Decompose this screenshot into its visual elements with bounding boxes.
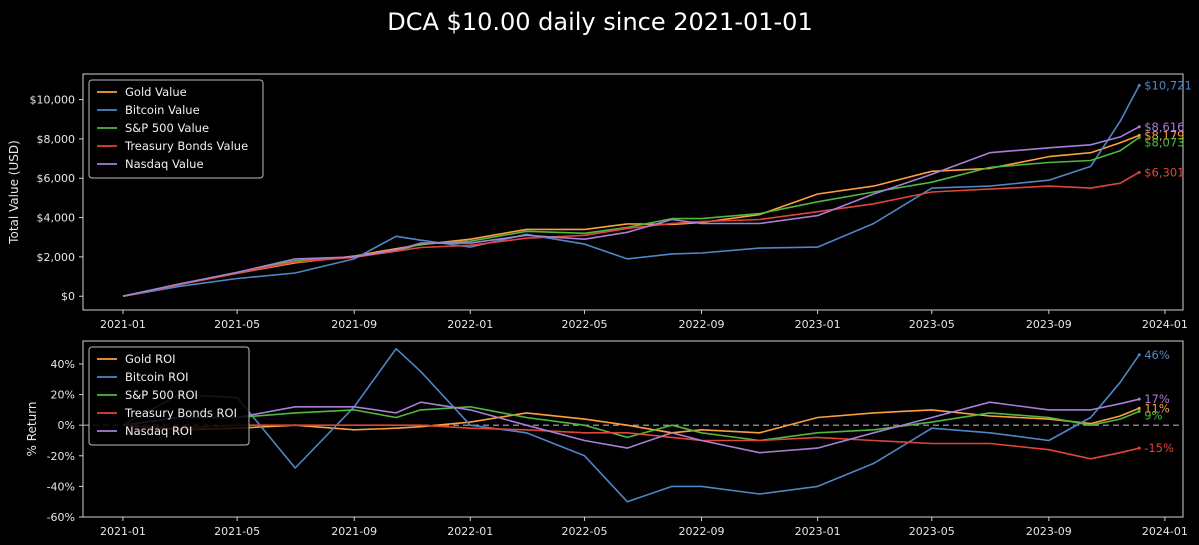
- series-end-point-gold: [1137, 406, 1141, 410]
- legend-label-nasdaq: Nasdaq Value: [125, 157, 204, 171]
- legend-label-treasury: Treasury Bonds ROI: [124, 406, 237, 420]
- x-tick-label: 2023-05: [909, 318, 955, 331]
- y-tick-label: 40%: [51, 358, 75, 371]
- series-end-point-gold: [1137, 133, 1141, 137]
- end-label-sp500: 9%: [1144, 408, 1162, 422]
- legend-box: [88, 346, 250, 446]
- x-tick-label: 2022-05: [561, 525, 607, 538]
- end-label-bitcoin: 46%: [1144, 348, 1170, 362]
- series-line-treasury: [122, 424, 1140, 460]
- end-label-sp500: $8,073: [1144, 135, 1184, 149]
- y-tick-label: 0%: [58, 419, 75, 432]
- series-line-bitcoin: [122, 347, 1140, 503]
- x-tick-label: 2021-09: [331, 525, 377, 538]
- legend-label-nasdaq: Nasdaq ROI: [125, 424, 192, 438]
- x-tick-label: 2023-01: [795, 318, 841, 331]
- end-label-treasury: $6,301: [1144, 165, 1184, 179]
- x-tick-label: 2021-09: [331, 318, 377, 331]
- legend-box: [88, 79, 264, 179]
- x-tick-label: 2023-09: [1026, 318, 1072, 331]
- legend-label-bitcoin: Bitcoin ROI: [125, 370, 189, 384]
- x-tick-label: 2023-01: [795, 525, 841, 538]
- series-end-point-bitcoin: [1137, 353, 1141, 357]
- x-tick-label: 2021-01: [100, 525, 146, 538]
- series-end-point-nasdaq: [1137, 397, 1141, 401]
- legend-label-gold: Gold Value: [125, 85, 187, 99]
- y-tick-label: $4,000: [37, 212, 76, 225]
- series-end-point-treasury: [1137, 446, 1141, 450]
- x-tick-label: 2021-05: [214, 525, 260, 538]
- x-tick-label: 2024-01: [1142, 318, 1188, 331]
- y-tick-label: -60%: [47, 511, 75, 524]
- series-end-point-nasdaq: [1137, 125, 1141, 129]
- axes-frame: [82, 340, 1184, 518]
- legend-label-bitcoin: Bitcoin Value: [125, 103, 200, 117]
- x-tick-label: 2022-05: [561, 318, 607, 331]
- x-tick-label: 2022-09: [679, 318, 725, 331]
- chart-title: DCA $10.00 daily since 2021-01-01: [387, 8, 812, 36]
- series-end-point-bitcoin: [1137, 83, 1141, 87]
- series-line-sp500: [122, 406, 1140, 442]
- legend-label-gold: Gold ROI: [125, 352, 176, 366]
- legend-label-treasury: Treasury Bonds Value: [124, 139, 248, 153]
- y-axis-title: Total Value (USD): [7, 140, 21, 245]
- end-label-gold: 11%: [1144, 401, 1170, 415]
- series-line-nasdaq: [122, 126, 1140, 297]
- series-line-bitcoin: [122, 85, 1140, 297]
- x-tick-label: 2022-01: [447, 318, 493, 331]
- x-tick-label: 2021-01: [100, 318, 146, 331]
- x-tick-label: 2024-01: [1142, 525, 1188, 538]
- y-tick-label: $2,000: [37, 251, 76, 264]
- legend-label-sp500: S&P 500 ROI: [125, 388, 198, 402]
- legend-label-sp500: S&P 500 Value: [125, 121, 209, 135]
- y-tick-label: $10,000: [30, 94, 76, 107]
- axes-frame: [82, 73, 1184, 311]
- y-tick-label: $6,000: [37, 172, 76, 185]
- y-axis-title: % Return: [25, 401, 39, 456]
- y-tick-label: $8,000: [37, 133, 76, 146]
- x-tick-label: 2023-09: [1026, 525, 1072, 538]
- end-label-gold: $8,179: [1144, 128, 1184, 142]
- y-tick-label: 20%: [51, 389, 75, 402]
- series-end-point-sp500: [1137, 409, 1141, 413]
- value-panel: 2021-01 2021-05 2021-09 2022-01 2022-05 2022-…: [7, 73, 1192, 331]
- y-tick-label: -40%: [47, 480, 75, 493]
- series-end-point-treasury: [1137, 170, 1141, 174]
- x-tick-label: 2022-01: [447, 525, 493, 538]
- y-tick-label: $0: [61, 290, 75, 303]
- x-tick-label: 2022-09: [679, 525, 725, 538]
- end-label-treasury: -15%: [1144, 441, 1174, 455]
- roi-panel: 2021-01 2021-05 2021-09 2022-01 2022-05 2022-…: [25, 340, 1188, 538]
- end-label-nasdaq: 17%: [1144, 392, 1170, 406]
- x-tick-label: 2021-05: [214, 318, 260, 331]
- series-line-gold: [122, 407, 1140, 434]
- series-line-nasdaq: [122, 398, 1140, 454]
- end-label-nasdaq: $8,616: [1144, 120, 1184, 134]
- x-tick-label: 2023-05: [909, 525, 955, 538]
- y-tick-label: -20%: [47, 450, 75, 463]
- end-label-bitcoin: $10,721: [1144, 78, 1192, 92]
- series-end-point-sp500: [1137, 135, 1141, 139]
